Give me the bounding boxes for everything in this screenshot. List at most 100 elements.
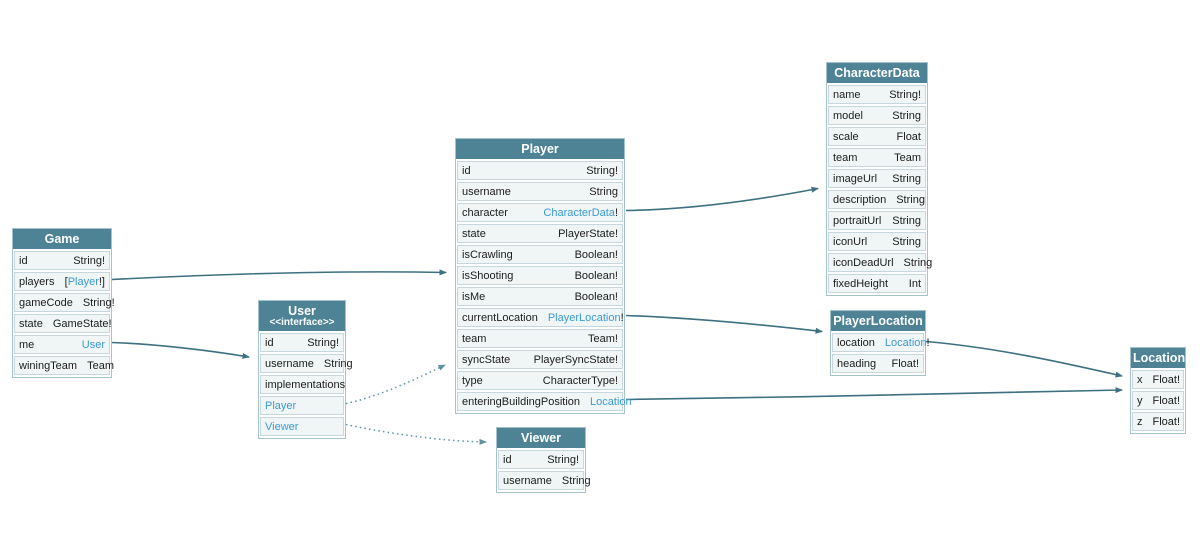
table-title: Viewer xyxy=(520,431,562,445)
field-row-location-y[interactable]: y Float! xyxy=(1132,391,1184,410)
field-row-player-currentlocation[interactable]: currentLocation PlayerLocation! xyxy=(457,308,624,327)
type-text: String! xyxy=(586,164,618,177)
edge-game-players-to-player xyxy=(111,269,447,281)
type-link[interactable]: Location xyxy=(590,395,632,408)
type-text: String xyxy=(589,185,618,198)
field-type: String xyxy=(892,173,921,185)
field-row-player-type[interactable]: type CharacterType! xyxy=(457,371,623,390)
field-row-player-username[interactable]: username String xyxy=(457,182,623,201)
field-row-game-state[interactable]: state GameState! xyxy=(14,314,112,333)
field-row-characterdata-fixedheight[interactable]: fixedHeight Int xyxy=(828,274,926,293)
type-link[interactable]: Player xyxy=(67,275,99,288)
field-name: id xyxy=(503,453,512,466)
field-name: location xyxy=(837,336,875,349)
type-table-playerlocation[interactable]: PlayerLocation location Location! heading Fl… xyxy=(830,310,930,376)
table-title: PlayerLocation xyxy=(833,314,923,328)
field-type: String xyxy=(324,358,353,370)
field-row-viewer-id[interactable]: id String! xyxy=(498,450,584,469)
table-title: Player xyxy=(521,142,559,156)
type-link[interactable]: User xyxy=(81,338,105,351)
field-name: team xyxy=(462,332,487,345)
type-table-player[interactable]: Player id String! username String character Ch… xyxy=(455,138,632,414)
field-row-characterdata-scale[interactable]: scale Float xyxy=(828,127,926,146)
table-title: Location xyxy=(1133,351,1186,365)
field-row-location-x[interactable]: x Float! xyxy=(1132,370,1184,389)
edge-player-character-to-characterdata xyxy=(625,186,819,212)
field-row-characterdata-name[interactable]: name String! xyxy=(828,85,926,104)
type-link[interactable]: Location xyxy=(884,336,927,349)
field-name: username xyxy=(503,474,552,487)
table-header-user[interactable]: User <<interface>> xyxy=(259,301,345,331)
type-text: String xyxy=(896,193,925,206)
type-table-location[interactable]: Location x Float! y Float! z Float! xyxy=(1130,347,1186,434)
field-row-playerlocation-location[interactable]: location Location! xyxy=(832,333,930,352)
field-row-characterdata-imageurl[interactable]: imageUrl String xyxy=(828,169,926,188)
type-link[interactable]: CharacterData xyxy=(543,206,615,219)
type-text: Boolean! xyxy=(574,248,618,261)
field-row-playerlocation-heading[interactable]: heading Float! xyxy=(832,354,924,373)
field-row-user-implementations[interactable]: implementations xyxy=(260,375,345,394)
field-row-game-id[interactable]: id String! xyxy=(14,251,110,270)
field-row-player-syncstate[interactable]: syncState PlayerSyncState! xyxy=(457,350,623,369)
field-type: Float xyxy=(897,131,921,143)
implementation-type-link[interactable]: Player xyxy=(265,399,297,412)
type-table-characterdata[interactable]: CharacterData name String! model String scale… xyxy=(826,62,932,296)
field-type: String xyxy=(589,186,618,198)
edge-game-me-to-user xyxy=(111,341,250,359)
field-name: character xyxy=(462,206,508,219)
field-row-player-character[interactable]: character CharacterData! xyxy=(457,203,623,222)
field-row-user-username[interactable]: username String xyxy=(260,354,353,373)
field-type: Float! xyxy=(891,358,919,370)
field-row-location-z[interactable]: z Float! xyxy=(1132,412,1184,431)
field-name: winingTeam xyxy=(19,359,78,372)
field-row-user-id[interactable]: id String! xyxy=(260,333,344,352)
field-row-characterdata-portraiturl[interactable]: portraitUrl String xyxy=(828,211,926,230)
field-name: portraitUrl xyxy=(833,214,882,227)
type-text: String xyxy=(323,357,353,370)
table-header-game[interactable]: Game xyxy=(13,229,111,249)
field-row-player-id[interactable]: id String! xyxy=(457,161,623,180)
field-row-game-winingteam[interactable]: winingTeam Team xyxy=(14,356,114,375)
field-name: model xyxy=(833,109,863,122)
type-table-game[interactable]: Game id String! players [Player!] gameCode Str… xyxy=(12,228,115,378)
table-header-viewer[interactable]: Viewer xyxy=(497,428,585,448)
field-row-player-state[interactable]: state PlayerState! xyxy=(457,224,623,243)
field-type: String! xyxy=(307,337,339,349)
field-type: GameState! xyxy=(53,318,112,330)
type-table-viewer[interactable]: Viewer id String! username String xyxy=(496,427,591,493)
implementation-type-link[interactable]: Viewer xyxy=(265,420,299,433)
field-name: description xyxy=(833,193,887,206)
field-row-characterdata-team[interactable]: team Team xyxy=(828,148,926,167)
table-header-characterdata[interactable]: CharacterData xyxy=(827,63,927,83)
field-row-player-iscrawling[interactable]: isCrawling Boolean! xyxy=(457,245,623,264)
table-title: User xyxy=(288,304,316,318)
field-name: players xyxy=(19,275,55,288)
field-row-user-viewer[interactable]: Viewer xyxy=(260,417,344,436)
edge-playerlocation-location-to-location xyxy=(925,340,1123,378)
field-row-characterdata-icondeadurl[interactable]: iconDeadUrl String xyxy=(828,253,932,272)
field-row-game-me[interactable]: me User xyxy=(14,335,110,354)
field-row-characterdata-model[interactable]: model String xyxy=(828,106,926,125)
field-type: CharacterType! xyxy=(543,375,618,387)
table-header-playerlocation[interactable]: PlayerLocation xyxy=(831,311,925,331)
type-text: Float! xyxy=(1152,373,1181,386)
field-row-viewer-username[interactable]: username String xyxy=(498,471,591,490)
type-table-user[interactable]: User <<interface>> id String! username String… xyxy=(258,300,353,439)
table-header-player[interactable]: Player xyxy=(456,139,624,159)
field-type: Team xyxy=(87,360,114,372)
field-row-user-player[interactable]: Player xyxy=(260,396,344,415)
field-type: String xyxy=(904,257,933,269)
type-link[interactable]: PlayerLocation xyxy=(547,311,621,324)
field-row-player-enteringbuildingposition[interactable]: enteringBuildingPosition Location xyxy=(457,392,632,411)
field-row-game-players[interactable]: players [Player!] xyxy=(14,272,110,291)
field-row-game-gamecode[interactable]: gameCode String! xyxy=(14,293,115,312)
type-text: !] xyxy=(98,275,105,288)
field-row-characterdata-description[interactable]: description String xyxy=(828,190,926,209)
field-row-player-isme[interactable]: isMe Boolean! xyxy=(457,287,623,306)
type-text: String xyxy=(892,172,921,185)
table-header-location[interactable]: Location xyxy=(1131,348,1185,368)
field-row-player-isshooting[interactable]: isShooting Boolean! xyxy=(457,266,623,285)
field-row-characterdata-iconurl[interactable]: iconUrl String xyxy=(828,232,926,251)
field-row-player-team[interactable]: team Team! xyxy=(457,329,623,348)
field-type: [Player!] xyxy=(65,276,105,288)
